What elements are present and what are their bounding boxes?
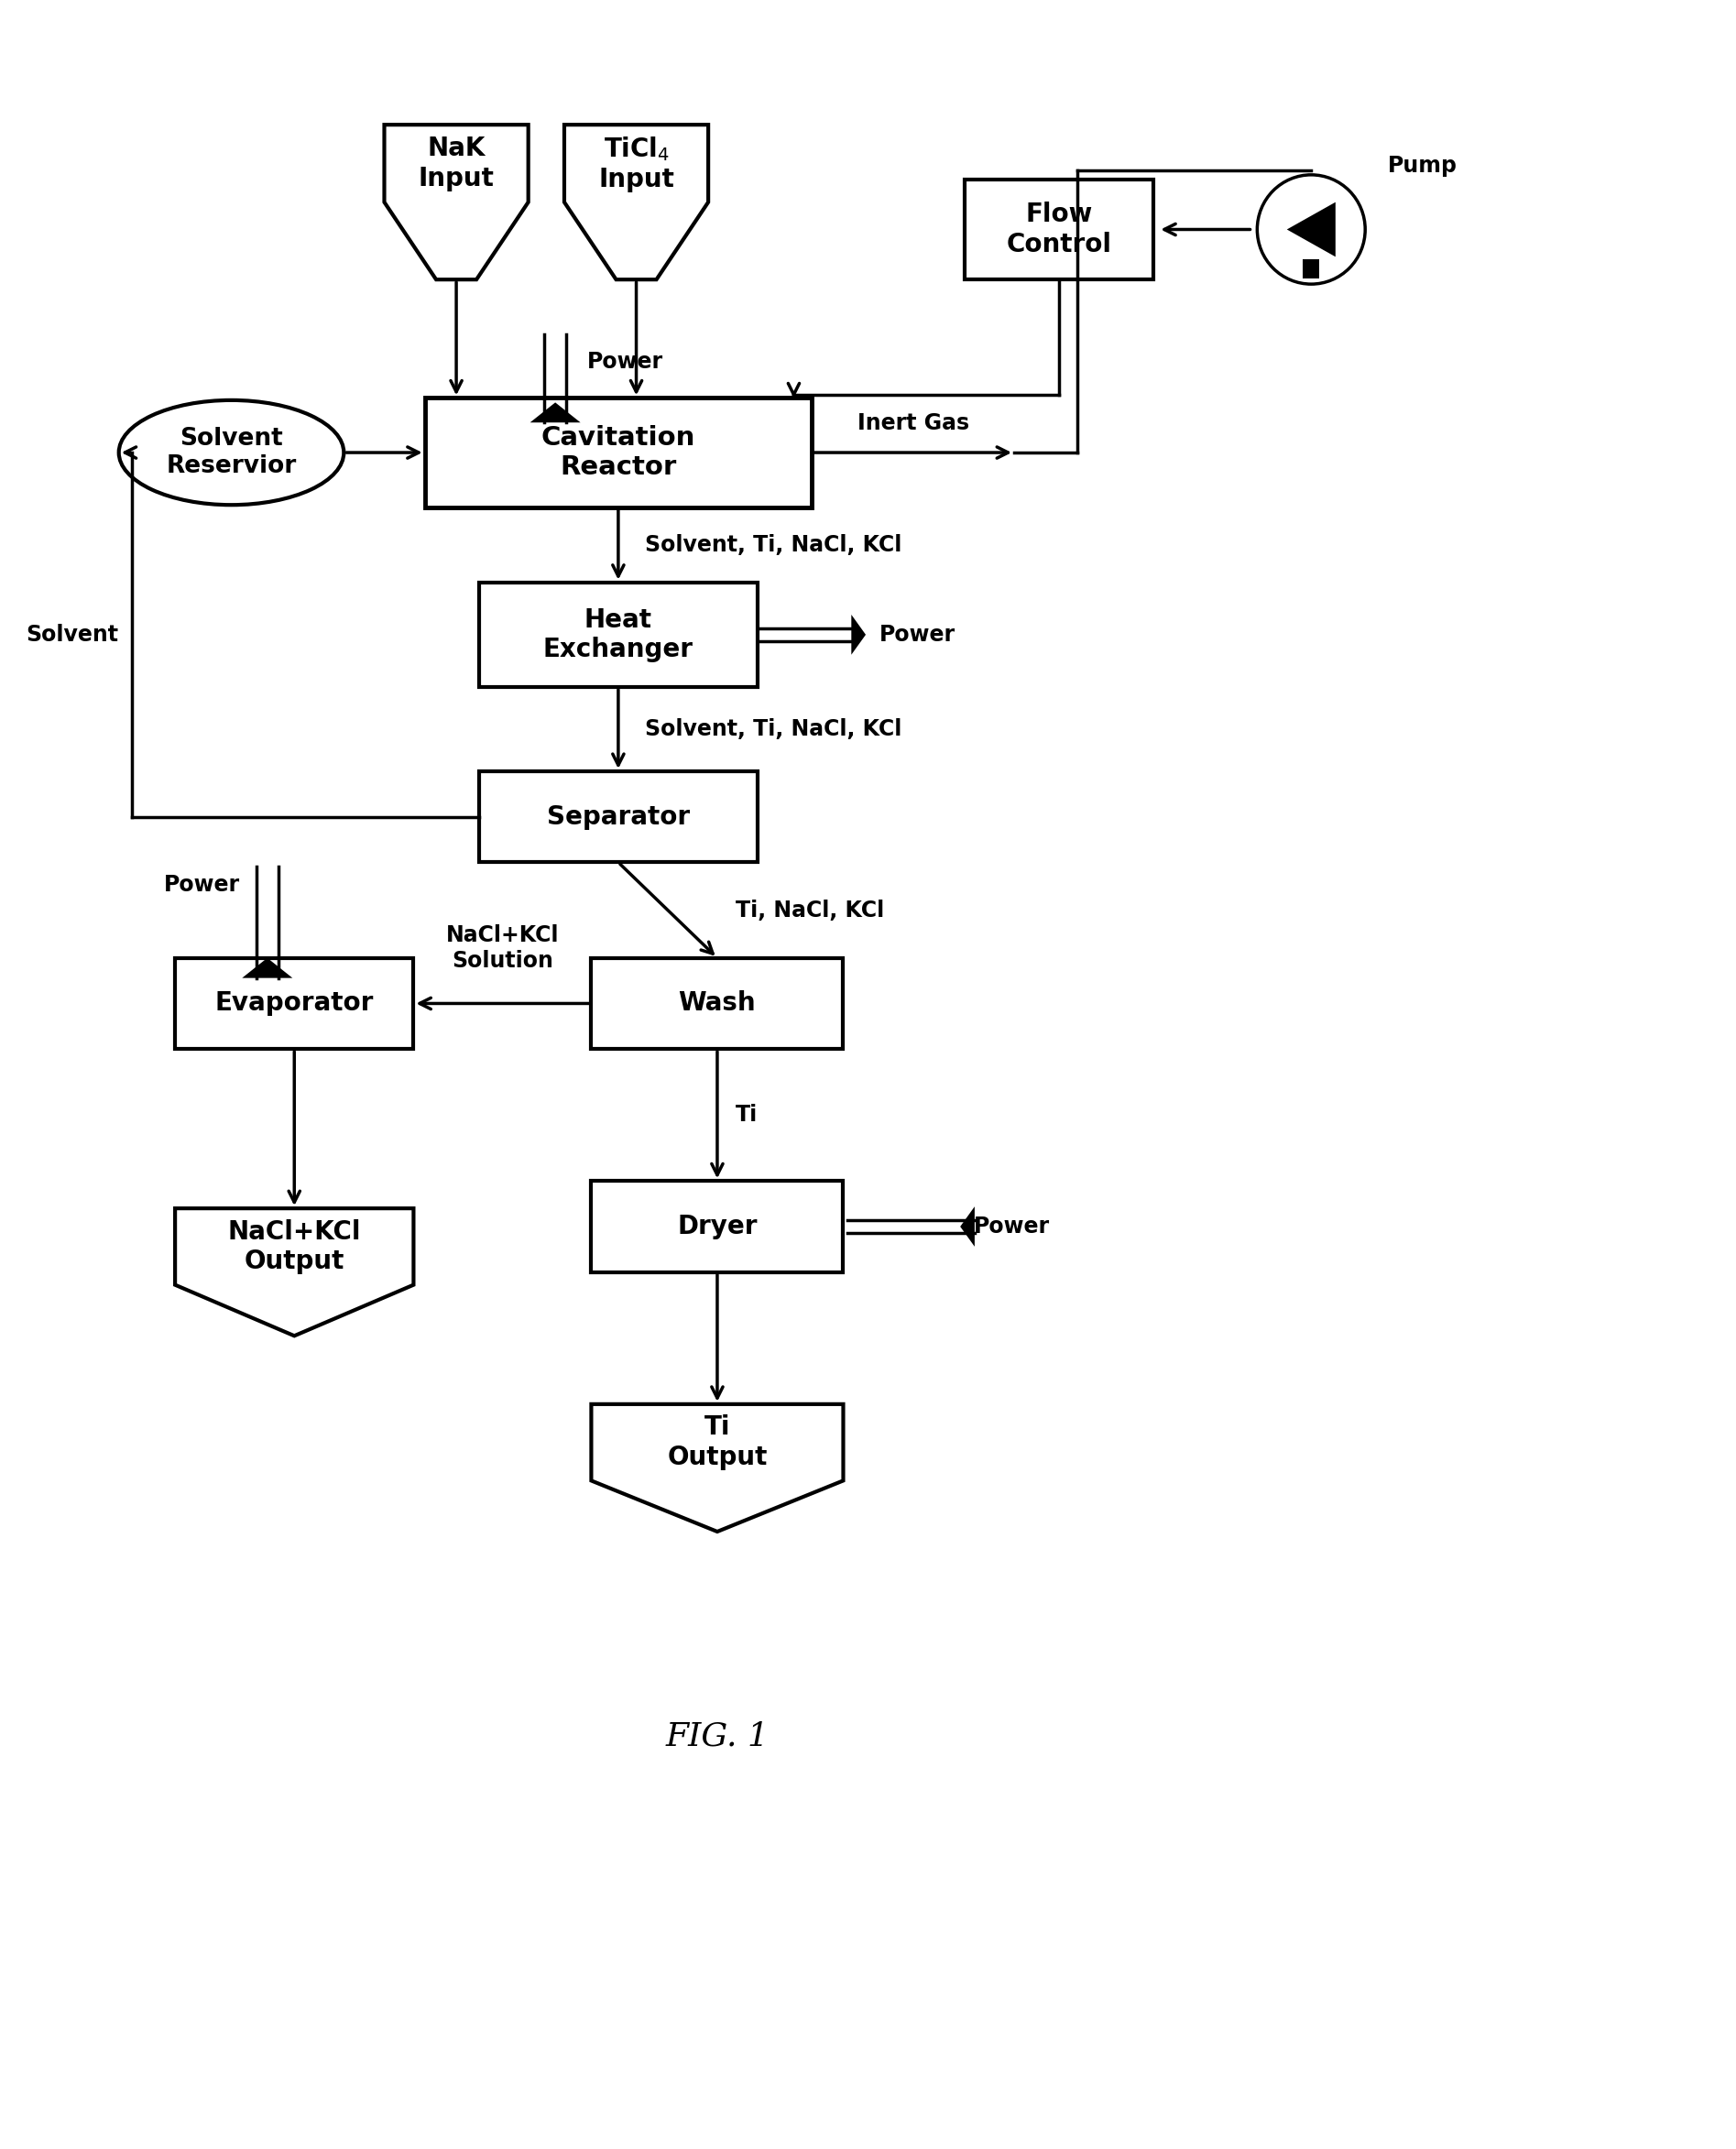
Bar bbox=[592, 958, 844, 1049]
Text: Inert Gas: Inert Gas bbox=[858, 413, 969, 434]
Polygon shape bbox=[1286, 202, 1335, 256]
Bar bbox=[965, 178, 1154, 279]
Text: NaCl+KCl
Output: NaCl+KCl Output bbox=[227, 1218, 361, 1274]
Text: Power: Power bbox=[165, 875, 240, 896]
Text: TiCl$_4$
Input: TiCl$_4$ Input bbox=[599, 135, 674, 193]
Polygon shape bbox=[564, 125, 708, 279]
Text: Solvent
Reservior: Solvent Reservior bbox=[167, 428, 297, 479]
Text: Power: Power bbox=[587, 350, 663, 372]
Circle shape bbox=[1257, 174, 1364, 284]
Polygon shape bbox=[175, 1208, 413, 1337]
Text: NaCl+KCl
Solution: NaCl+KCl Solution bbox=[446, 924, 559, 971]
Polygon shape bbox=[529, 402, 580, 423]
Text: Ti, NaCl, KCl: Ti, NaCl, KCl bbox=[736, 898, 884, 922]
Text: Solvent, Ti, NaCl, KCl: Solvent, Ti, NaCl, KCl bbox=[646, 533, 903, 557]
Polygon shape bbox=[592, 1403, 844, 1532]
Bar bbox=[479, 582, 757, 688]
Bar bbox=[592, 1182, 844, 1272]
Text: Ti
Output: Ti Output bbox=[667, 1414, 767, 1470]
Polygon shape bbox=[384, 125, 528, 279]
Text: Flow
Control: Flow Control bbox=[1007, 202, 1111, 258]
Text: Ti: Ti bbox=[736, 1105, 757, 1126]
Bar bbox=[425, 398, 812, 507]
Text: Evaporator: Evaporator bbox=[215, 991, 373, 1016]
Text: Dryer: Dryer bbox=[677, 1214, 757, 1240]
Ellipse shape bbox=[118, 400, 344, 505]
Polygon shape bbox=[851, 615, 866, 655]
Bar bbox=[1304, 260, 1319, 279]
Text: FIG. 1: FIG. 1 bbox=[665, 1721, 769, 1751]
Text: Wash: Wash bbox=[679, 991, 755, 1016]
Bar bbox=[479, 771, 757, 862]
Text: Cavitation
Reactor: Cavitation Reactor bbox=[542, 426, 696, 479]
Text: Solvent, Ti, NaCl, KCl: Solvent, Ti, NaCl, KCl bbox=[646, 718, 903, 739]
Text: Power: Power bbox=[974, 1216, 1050, 1238]
Text: Pump: Pump bbox=[1387, 155, 1457, 176]
Polygon shape bbox=[241, 958, 292, 978]
Text: Heat
Exchanger: Heat Exchanger bbox=[543, 606, 693, 662]
Polygon shape bbox=[960, 1206, 974, 1246]
Text: Power: Power bbox=[878, 623, 955, 645]
Bar bbox=[175, 958, 413, 1049]
Text: Solvent: Solvent bbox=[26, 623, 118, 645]
Text: NaK
Input: NaK Input bbox=[418, 135, 495, 191]
Text: Separator: Separator bbox=[547, 804, 689, 830]
